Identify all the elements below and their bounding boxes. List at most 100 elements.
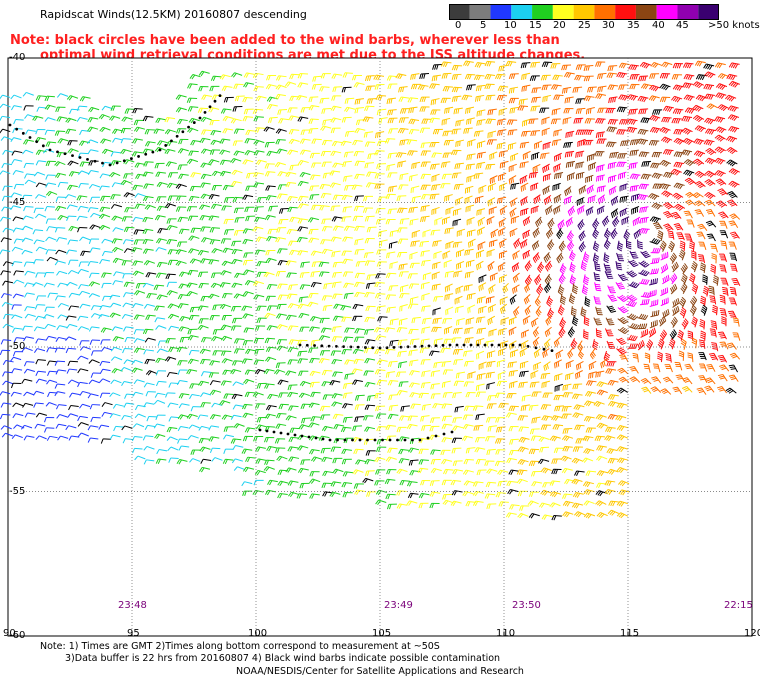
wind-barb: [508, 73, 519, 80]
wind-barb: [659, 83, 671, 91]
wind-barb: [572, 86, 583, 93]
time-label: 23:50: [512, 600, 541, 611]
wind-barb: [253, 85, 264, 92]
wind-barb: [407, 97, 419, 103]
wind-barb: [120, 138, 132, 144]
wind-barb: [133, 119, 144, 126]
wind-barb: [616, 106, 628, 113]
wind-barb: [432, 128, 443, 135]
wind-barb: [386, 163, 396, 171]
wind-barb: [649, 84, 661, 92]
quality-flag-dot: [434, 344, 438, 347]
wind-barb: [266, 150, 278, 157]
wind-barb: [243, 108, 254, 115]
wind-barb: [365, 85, 376, 92]
wind-barb: [308, 118, 319, 124]
wind-barb: [56, 116, 68, 122]
wind-barb: [432, 64, 443, 70]
quality-flag-dot: [504, 343, 508, 347]
wind-barb: [451, 128, 462, 135]
wind-barb: [650, 61, 662, 69]
wind-barb: [466, 153, 476, 161]
wind-barb: [297, 159, 309, 166]
wind-barb: [354, 98, 365, 105]
quality-flag-dot: [300, 434, 304, 438]
quality-flag-dot: [137, 155, 140, 158]
wind-barb: [387, 117, 398, 124]
colorbar-swatch: [573, 4, 595, 20]
wind-barb: [597, 107, 608, 114]
wind-barb: [577, 138, 586, 147]
wind-barb: [440, 97, 451, 104]
wind-barb: [343, 151, 354, 158]
wind-barb: [420, 150, 431, 156]
wind-barb: [200, 162, 212, 168]
wind-barb: [79, 96, 91, 102]
quality-flag-dot: [307, 435, 311, 439]
wind-barb: [595, 118, 606, 124]
wind-barb: [23, 105, 34, 111]
wind-barb: [263, 126, 275, 132]
wind-barb: [497, 129, 507, 136]
wind-barb: [530, 105, 541, 112]
wind-barb: [331, 140, 343, 147]
wind-barb: [429, 141, 440, 148]
wind-barb: [629, 83, 640, 90]
colorbar-label: 0: [455, 20, 462, 31]
wind-barb: [364, 75, 375, 82]
wind-barb: [507, 129, 518, 136]
wind-barb: [484, 60, 496, 67]
colorbar-swatch: [615, 4, 636, 20]
wind-barb: [0, 103, 11, 109]
wind-barb: [175, 94, 187, 100]
wind-barb: [154, 162, 165, 169]
quality-flag-dot: [442, 432, 446, 436]
wind-barb: [187, 127, 199, 133]
wind-barb: [233, 83, 244, 90]
wind-barb: [505, 60, 517, 67]
wind-barb: [79, 161, 91, 167]
wind-barb: [144, 141, 156, 147]
wind-barb: [299, 149, 311, 155]
wind-barb: [200, 148, 212, 154]
wind-barb: [648, 95, 660, 102]
wind-barb: [176, 128, 187, 134]
wind-barb: [210, 129, 222, 136]
wind-barb: [297, 73, 309, 79]
wind-barb: [584, 118, 595, 124]
wind-barb: [255, 159, 267, 166]
wind-barb: [87, 117, 99, 123]
wind-barb: [143, 161, 154, 167]
wind-barb: [628, 108, 638, 115]
wind-barb: [661, 116, 672, 123]
wind-barb: [342, 160, 352, 168]
longitude-tick-label: 100: [248, 628, 268, 639]
wind-barb: [354, 160, 365, 167]
wind-barb: [364, 141, 376, 147]
wind-barb: [430, 163, 440, 170]
wind-barb: [521, 84, 531, 92]
quality-flag-dot: [213, 99, 217, 103]
wind-barb: [442, 152, 453, 158]
wind-barb: [726, 147, 738, 155]
wind-barb: [616, 71, 628, 79]
wind-barb: [594, 151, 605, 157]
wind-barb: [11, 105, 22, 111]
wind-barb: [57, 138, 69, 144]
wind-barb: [208, 107, 220, 113]
wind-barb: [198, 85, 209, 92]
wind-barb: [354, 127, 366, 134]
wind-barb: [463, 60, 474, 67]
wind-barb: [297, 82, 309, 88]
wind-barb: [411, 161, 421, 170]
wind-barb: [574, 74, 585, 81]
wind-barb: [575, 98, 586, 104]
wind-barb: [451, 73, 462, 80]
wind-barb: [330, 117, 342, 123]
wind-barb: [102, 161, 113, 168]
wind-barb: [714, 116, 726, 123]
wind-barb: [311, 138, 322, 144]
quality-flag-dot: [342, 345, 346, 349]
wind-barb: [726, 73, 738, 81]
quality-flag-dot: [462, 343, 466, 347]
